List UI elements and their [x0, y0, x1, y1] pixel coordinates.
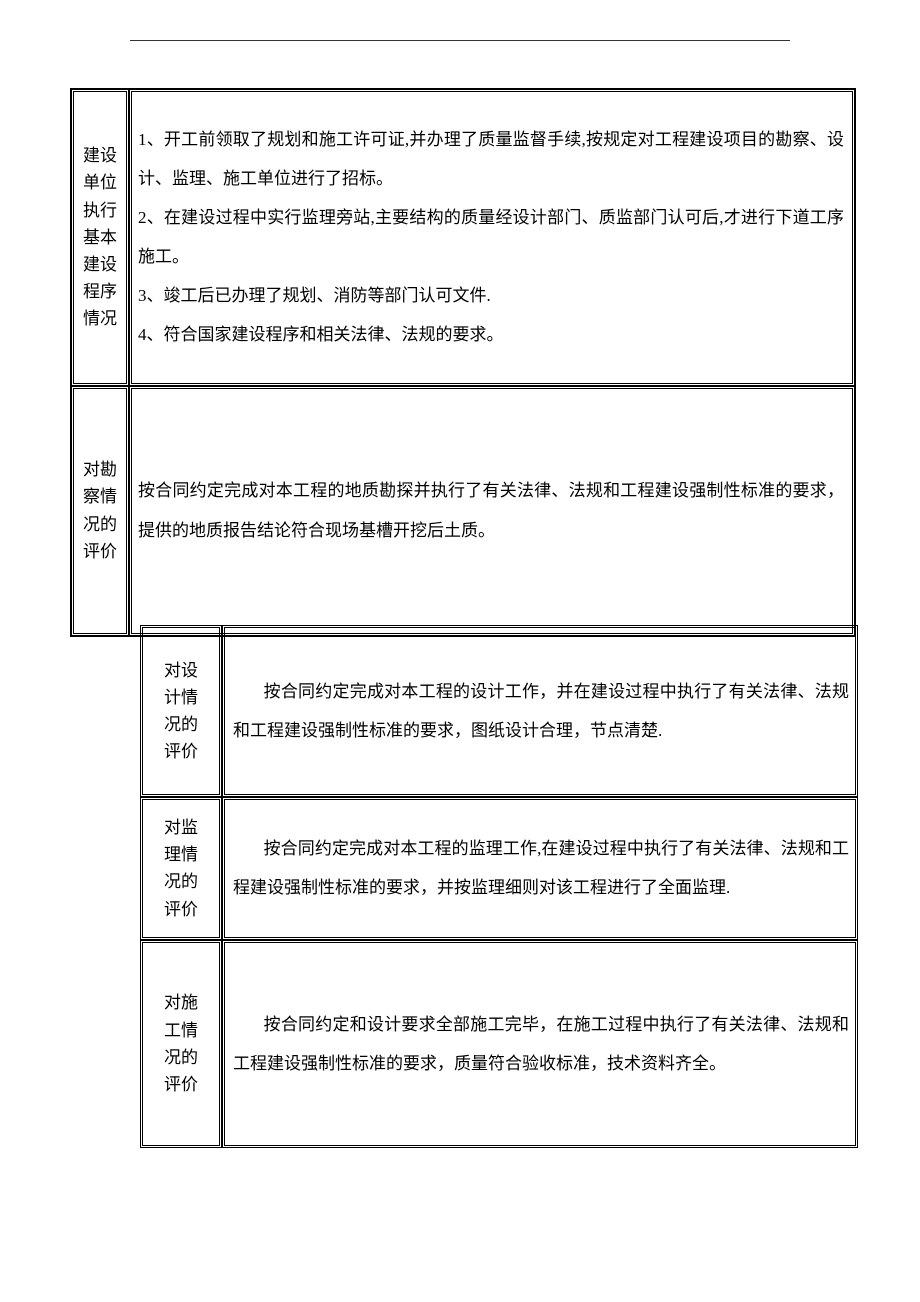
row-label: 对设计情况的评价 [140, 625, 222, 797]
content-line: 按合同约定完成对本工程的地质勘探并执行了有关法律、法规和工程建设强制性标准的要求… [138, 481, 844, 539]
content-text: 按合同约定和设计要求全部施工完毕，在施工过程中执行了有关法律、法规和工程建设强制… [233, 1005, 849, 1083]
row-content: 1、开工前领取了规划和施工许可证,并办理了质量监督手续,按规定对工程建设项目的勘… [129, 89, 855, 386]
content-line: 3、竣工后已办理了规划、消防等部门认可文件. [138, 286, 491, 305]
content-text: 按合同约定完成对本工程的监理工作,在建设过程中执行了有关法律、法规和工程建设强制… [233, 829, 849, 907]
header-rule [130, 40, 790, 41]
table-row: 对勘察情况的评价 按合同约定完成对本工程的地质勘探并执行了有关法律、法规和工程建… [71, 386, 855, 636]
row-label: 建设单位执行基本建设程序情况 [71, 89, 129, 386]
table-row: 建设单位执行基本建设程序情况 1、开工前领取了规划和施工许可证,并办理了质量监督… [71, 89, 855, 386]
evaluation-table-2: 对设计情况的评价 按合同约定完成对本工程的设计工作，并在建设过程中执行了有关法律… [140, 625, 858, 1148]
content-line: 1、开工前领取了规划和施工许可证,并办理了质量监督手续,按规定对工程建设项目的勘… [138, 130, 844, 188]
content-line: 2、在建设过程中实行监理旁站,主要结构的质量经设计部门、质监部门认可后,才进行下… [138, 208, 844, 266]
row-content: 按合同约定完成对本工程的设计工作，并在建设过程中执行了有关法律、法规和工程建设强… [222, 625, 858, 797]
row-content: 按合同约定完成对本工程的监理工作,在建设过程中执行了有关法律、法规和工程建设强制… [222, 797, 858, 940]
row-label: 对勘察情况的评价 [71, 386, 129, 636]
table-row: 对监理情况的评价 按合同约定完成对本工程的监理工作,在建设过程中执行了有关法律、… [140, 797, 858, 940]
evaluation-table-1: 建设单位执行基本建设程序情况 1、开工前领取了规划和施工许可证,并办理了质量监督… [70, 88, 856, 637]
content-text: 按合同约定完成对本工程的设计工作，并在建设过程中执行了有关法律、法规和工程建设强… [233, 672, 849, 750]
content-line: 4、符合国家建设程序和相关法律、法规的要求。 [138, 325, 504, 344]
table-row: 对施工情况的评价 按合同约定和设计要求全部施工完毕，在施工过程中执行了有关法律、… [140, 940, 858, 1148]
row-content: 按合同约定完成对本工程的地质勘探并执行了有关法律、法规和工程建设强制性标准的要求… [129, 386, 855, 636]
row-label: 对施工情况的评价 [140, 940, 222, 1148]
row-content: 按合同约定和设计要求全部施工完毕，在施工过程中执行了有关法律、法规和工程建设强制… [222, 940, 858, 1148]
table-row: 对设计情况的评价 按合同约定完成对本工程的设计工作，并在建设过程中执行了有关法律… [140, 625, 858, 797]
row-label: 对监理情况的评价 [140, 797, 222, 940]
